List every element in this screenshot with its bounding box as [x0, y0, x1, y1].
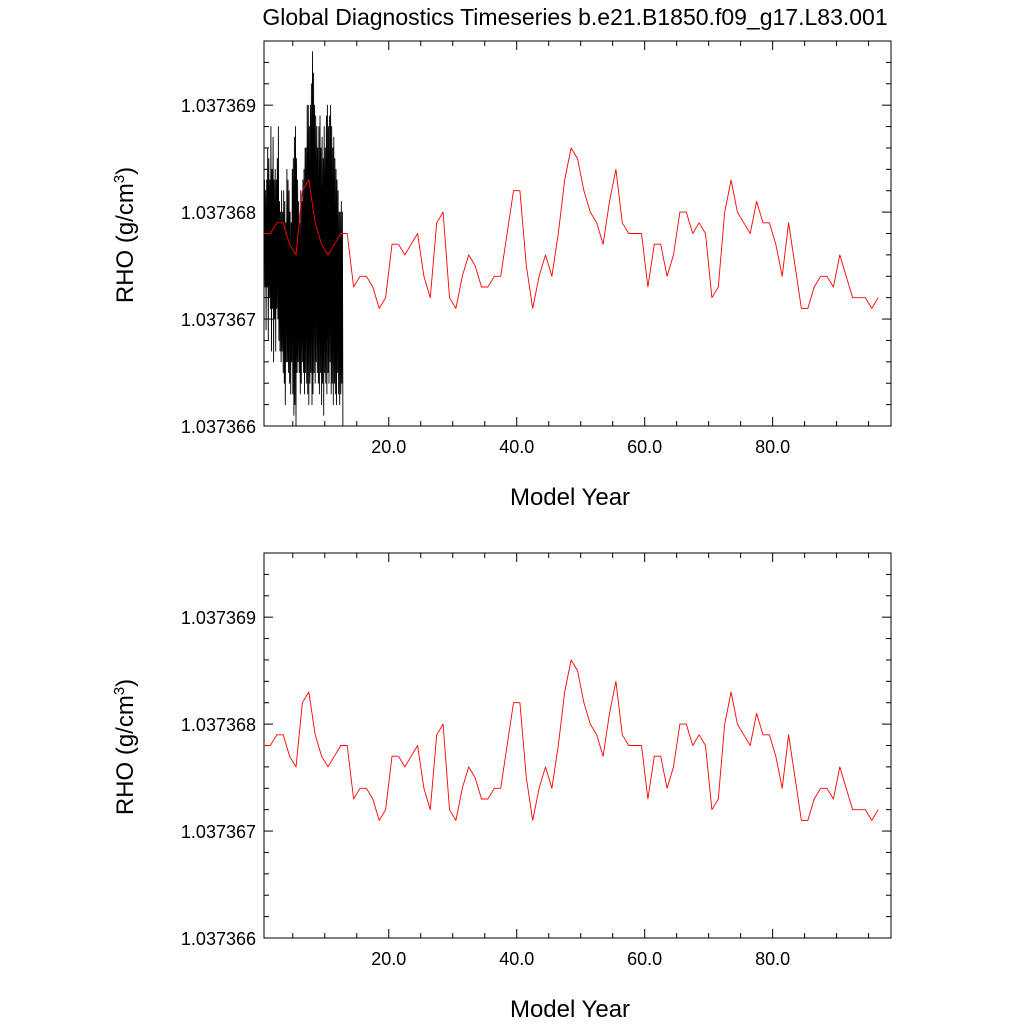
series-group	[263, 51, 879, 427]
y-axis-label-close: )	[112, 679, 139, 687]
monthly-series-line	[263, 51, 344, 427]
axis-ticks	[264, 553, 891, 938]
chart-title: Global Diagnostics Timeseries b.e21.B185…	[262, 4, 887, 30]
x-axis-label: Model Year	[510, 484, 630, 511]
plot-frame	[263, 40, 892, 427]
y-axis-label-close: )	[112, 167, 139, 175]
top-chart: 20.0 40.0 60.0 80.0 1.037366 1.037367 1.037368…	[111, 40, 892, 511]
y-tick-label: 1.037368	[181, 203, 256, 223]
annual-series-line	[264, 147, 879, 309]
x-tick-label: 80.0	[755, 437, 790, 457]
y-tick-label: 1.037369	[181, 96, 256, 116]
y-axis-label: RHO (g/cm3)	[111, 679, 139, 815]
x-tick-label: 60.0	[627, 949, 662, 969]
x-tick-label: 20.0	[371, 437, 406, 457]
x-axis-label: Model Year	[510, 996, 630, 1023]
x-tick-label: 80.0	[755, 949, 790, 969]
bottom-chart: 20.0 40.0 60.0 80.0 1.037366 1.037367 1.037368…	[111, 552, 892, 1023]
y-axis-label-main: RHO (g/cm	[112, 183, 139, 303]
tick-labels: 20.0 40.0 60.0 80.0 1.037366 1.037367 1.037368…	[181, 608, 790, 969]
plot-frame	[263, 552, 892, 939]
y-axis-label: RHO (g/cm3)	[111, 167, 139, 303]
x-tick-label: 40.0	[499, 437, 534, 457]
tick-labels: 20.0 40.0 60.0 80.0 1.037366 1.037367 1.037368…	[181, 96, 790, 457]
x-tick-label: 20.0	[371, 949, 406, 969]
series-group	[264, 659, 879, 821]
y-tick-label: 1.037366	[181, 929, 256, 949]
y-tick-label: 1.037367	[181, 822, 256, 842]
y-axis-label-main: RHO (g/cm	[112, 695, 139, 815]
y-axis-label-superscript: 3	[111, 175, 128, 183]
y-tick-label: 1.037366	[181, 417, 256, 437]
y-axis-label-superscript: 3	[111, 687, 128, 695]
y-tick-label: 1.037367	[181, 310, 256, 330]
y-tick-label: 1.037368	[181, 715, 256, 735]
annual-series-line	[264, 659, 879, 821]
axis-ticks	[264, 41, 891, 426]
x-tick-label: 40.0	[499, 949, 534, 969]
x-tick-label: 60.0	[627, 437, 662, 457]
y-tick-label: 1.037369	[181, 608, 256, 628]
